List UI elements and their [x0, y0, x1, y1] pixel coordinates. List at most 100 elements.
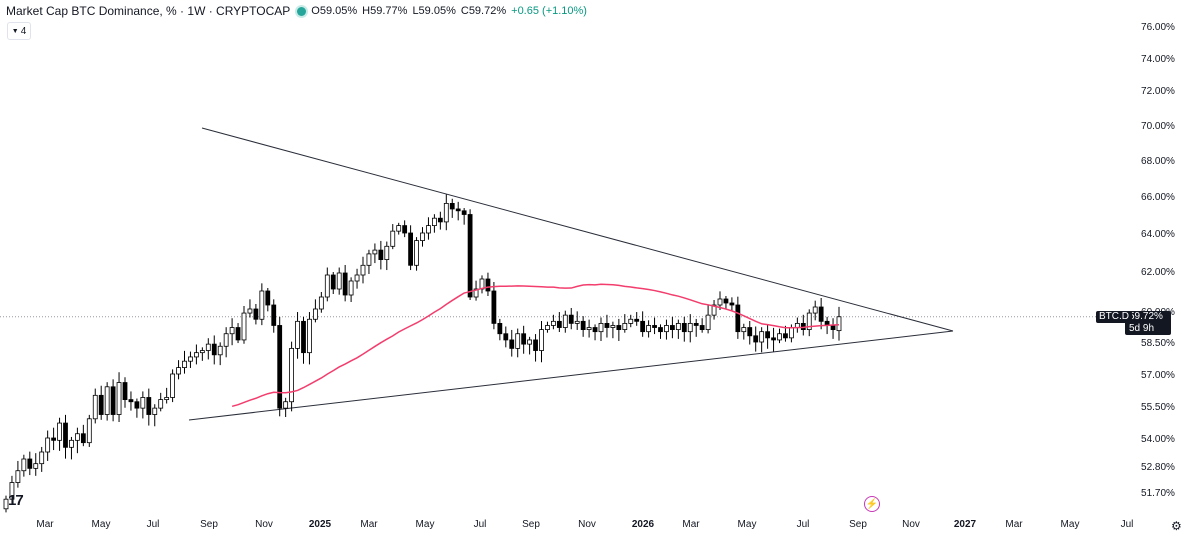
candle-body: [134, 401, 140, 409]
upper-trendline: [201, 127, 954, 332]
symbol-title[interactable]: Market Cap BTC Dominance, % · 1W · CRYPT…: [6, 4, 291, 18]
candle-body: [610, 325, 616, 328]
candle-body: [616, 325, 622, 331]
price-tag-symbol: BTC.D: [1096, 311, 1132, 323]
y-tick-label: 66.00%: [1141, 192, 1175, 203]
candle-body: [646, 325, 651, 333]
candle-body: [199, 350, 205, 354]
tradingview-logo-icon[interactable]: 17: [8, 492, 24, 509]
candle-body: [33, 463, 39, 469]
candle-body: [217, 345, 223, 356]
candle-body: [675, 322, 681, 330]
candle-body: [39, 451, 45, 465]
candle-body: [51, 437, 56, 441]
candle-body: [158, 399, 164, 409]
candle-body: [295, 320, 300, 349]
candle-body: [176, 367, 181, 375]
candle-body: [664, 325, 669, 333]
candle-body: [378, 249, 384, 261]
candle-body: [372, 249, 378, 255]
candle-body: [640, 320, 646, 333]
candle-body: [533, 339, 538, 351]
y-tick-label: 76.00%: [1141, 22, 1175, 33]
gear-icon[interactable]: ⚙: [1171, 519, 1182, 533]
candle-body: [580, 320, 586, 331]
candle-body: [182, 360, 187, 369]
y-tick-label: 74.00%: [1141, 54, 1175, 65]
candle-body: [283, 401, 289, 409]
lightning-icon[interactable]: ⚡: [864, 496, 880, 512]
x-tick-label: 2027: [954, 519, 977, 530]
y-tick-label: 70.00%: [1141, 121, 1175, 132]
candle-body: [759, 331, 765, 343]
candle-body: [336, 272, 342, 290]
candle-body: [443, 202, 449, 223]
candle-body: [307, 318, 312, 354]
candle-body: [711, 304, 717, 316]
candle-body: [681, 322, 687, 333]
x-tick-label: 2026: [632, 519, 655, 530]
candle-body: [63, 422, 68, 448]
candle-body: [80, 433, 86, 444]
candle-body: [92, 394, 98, 420]
candle-body: [229, 327, 235, 335]
candle-body: [390, 230, 396, 247]
market-status-icon: [297, 6, 307, 16]
candle-body: [753, 335, 759, 343]
y-tick-label: 54.00%: [1141, 434, 1175, 445]
chart-header: Market Cap BTC Dominance, % · 1W · CRYPT…: [6, 3, 587, 19]
chevron-down-icon: ▼: [11, 27, 19, 35]
y-tick-label: 58.50%: [1141, 338, 1175, 349]
candle-body: [69, 439, 74, 448]
y-tick-label: 51.70%: [1141, 488, 1175, 499]
candle-body: [21, 458, 27, 472]
candle-body: [205, 343, 211, 351]
candle-body: [806, 312, 812, 331]
candle-body: [568, 314, 574, 324]
candle-body: [521, 333, 527, 345]
indicators-toggle-button[interactable]: ▼ 4: [7, 22, 31, 40]
y-tick-label: 64.00%: [1141, 229, 1175, 240]
candle-body: [86, 418, 92, 444]
candle-body: [634, 318, 640, 322]
candle-body: [289, 347, 295, 403]
low-value: L59.05%: [412, 5, 456, 17]
x-tick-label: Jul: [797, 519, 810, 530]
candle-body: [271, 304, 277, 326]
candle-body: [324, 274, 330, 298]
candle-body: [223, 333, 229, 347]
candle-body: [473, 288, 479, 298]
high-value: H59.77%: [362, 5, 408, 17]
y-tick-label: 55.50%: [1141, 402, 1175, 413]
candle-body: [146, 397, 152, 415]
candle-body: [503, 333, 509, 341]
candle-body: [598, 322, 604, 333]
candle-body: [461, 210, 467, 215]
candle-body: [98, 394, 104, 415]
candle-body: [152, 407, 158, 415]
candle-body: [116, 382, 122, 415]
candle-body: [170, 373, 176, 398]
candle-body: [539, 329, 544, 351]
candle-body: [128, 399, 134, 403]
candle-body: [396, 225, 402, 232]
candle-body: [830, 325, 836, 331]
candle-body: [384, 245, 390, 261]
x-tick-label: 2025: [309, 519, 332, 530]
candle-body: [57, 422, 62, 441]
x-tick-label: Jul: [474, 519, 487, 530]
candle-body: [771, 337, 776, 341]
y-tick-label: 72.00%: [1141, 86, 1175, 97]
candle-body: [687, 322, 693, 333]
x-tick-label: Nov: [578, 519, 596, 530]
candle-body: [818, 306, 824, 322]
candle-body: [75, 433, 80, 441]
candle-body: [330, 274, 336, 290]
candle-body: [277, 325, 283, 409]
candle-body: [301, 320, 306, 354]
candle-body: [241, 312, 247, 341]
x-tick-label: Sep: [849, 519, 867, 530]
indicator-count: 4: [20, 25, 27, 37]
candle-body: [15, 470, 21, 483]
